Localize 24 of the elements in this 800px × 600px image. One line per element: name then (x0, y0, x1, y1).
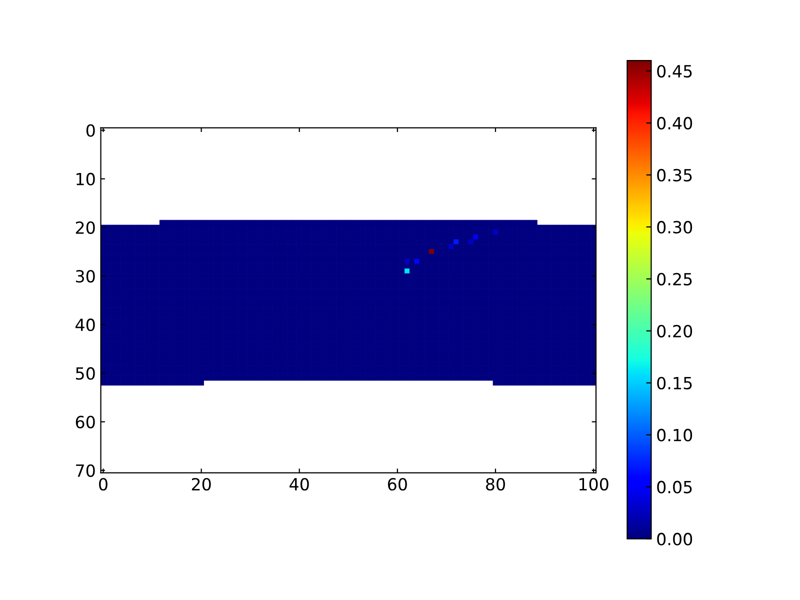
x-tick-label: 0 (99, 478, 108, 491)
color-bar-label: 0.05 (657, 480, 692, 494)
color-bar-label: 0.25 (657, 272, 692, 286)
color-bar-label: 0.35 (657, 168, 692, 182)
color-bar-label: 0.20 (657, 324, 692, 338)
color-bar-label: 0.00 (657, 532, 692, 546)
x-tick-label: 80 (486, 478, 505, 491)
x-tick-label: 40 (290, 478, 309, 491)
x-tick-label: 20 (192, 478, 211, 491)
color-bar-label: 0.15 (657, 376, 692, 390)
color-bar-label: 0.40 (657, 116, 692, 130)
y-tick-label: 50 (76, 367, 95, 380)
y-tick-label: 60 (76, 416, 95, 428)
y-tick-label: 30 (76, 270, 95, 283)
x-tick-label: 100 (579, 478, 608, 491)
color-bar-label: 0.30 (657, 220, 692, 234)
color-bar-label: 0.45 (657, 64, 692, 78)
x-tick-label: 60 (388, 478, 407, 491)
color-bar-label: 0.10 (657, 428, 692, 442)
y-tick-label: 70 (76, 464, 95, 477)
y-tick-label: 0 (86, 124, 95, 137)
y-tick-label: 20 (76, 221, 95, 234)
y-tick-label: 40 (76, 318, 95, 332)
y-tick-label: 10 (76, 172, 95, 186)
